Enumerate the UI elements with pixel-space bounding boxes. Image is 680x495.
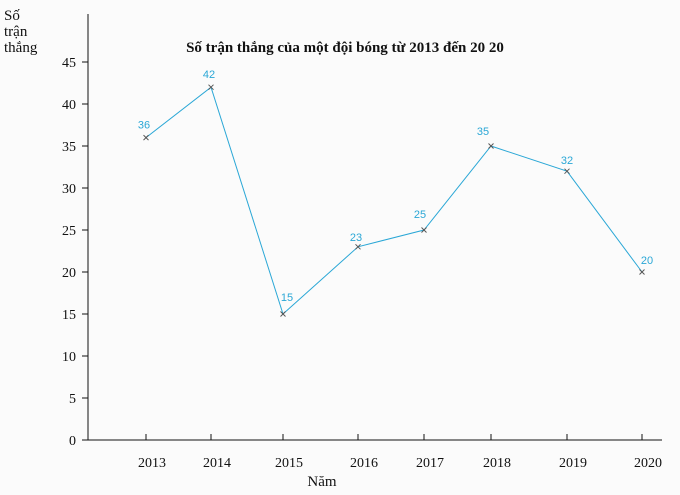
data-point-marker <box>421 227 427 233</box>
x-tick-label: 2014 <box>203 456 231 471</box>
data-labels: 36 42 15 23 25 35 32 20 <box>138 69 653 304</box>
data-label: 20 <box>641 255 653 267</box>
series-line <box>145 86 643 315</box>
data-point-marker <box>355 243 361 250</box>
y-tick-label: 30 <box>62 182 76 197</box>
x-tick-label: 2020 <box>634 456 662 471</box>
y-axis-label-line: Số <box>4 8 20 24</box>
y-tick-label: 20 <box>62 266 76 281</box>
y-axis-ticks: 0 5 10 15 20 25 30 35 40 45 <box>62 56 88 449</box>
x-axis-ticks: 2013 2014 2015 2016 2017 2018 2019 2020 <box>138 434 662 471</box>
data-points <box>143 84 645 317</box>
x-tick-label: 2015 <box>275 456 303 471</box>
y-axis-label-line: thắng <box>4 40 38 56</box>
data-point-marker <box>280 311 286 317</box>
y-tick-label: 10 <box>62 350 76 365</box>
y-tick-label: 25 <box>62 224 76 239</box>
x-tick-label: 2013 <box>138 456 166 471</box>
data-label: 36 <box>138 120 150 132</box>
x-axis-label: Năm <box>307 474 336 490</box>
x-tick-label: 2018 <box>483 456 511 471</box>
data-label: 35 <box>477 126 489 138</box>
x-tick-label: 2017 <box>416 456 444 471</box>
data-label: 25 <box>414 209 426 221</box>
data-point-marker <box>143 134 149 141</box>
y-tick-label: 40 <box>62 98 76 113</box>
y-axis-label-line: trận <box>4 24 28 40</box>
chart-title: Số trận thắng của một đội bóng từ 2013 đ… <box>186 40 504 56</box>
data-point-marker <box>639 269 645 275</box>
y-tick-label: 15 <box>62 308 76 323</box>
data-point-marker <box>488 143 494 149</box>
data-label: 42 <box>203 69 215 81</box>
x-tick-label: 2016 <box>350 456 378 471</box>
y-tick-label: 0 <box>69 434 76 449</box>
data-label: 23 <box>350 232 362 244</box>
y-tick-label: 45 <box>62 56 76 71</box>
data-label: 15 <box>281 292 293 304</box>
data-point-marker <box>564 168 570 175</box>
x-tick-label: 2019 <box>559 456 587 471</box>
data-point-marker <box>208 84 214 91</box>
data-label: 32 <box>561 155 573 167</box>
y-tick-label: 5 <box>69 392 76 407</box>
y-tick-label: 35 <box>62 140 76 155</box>
